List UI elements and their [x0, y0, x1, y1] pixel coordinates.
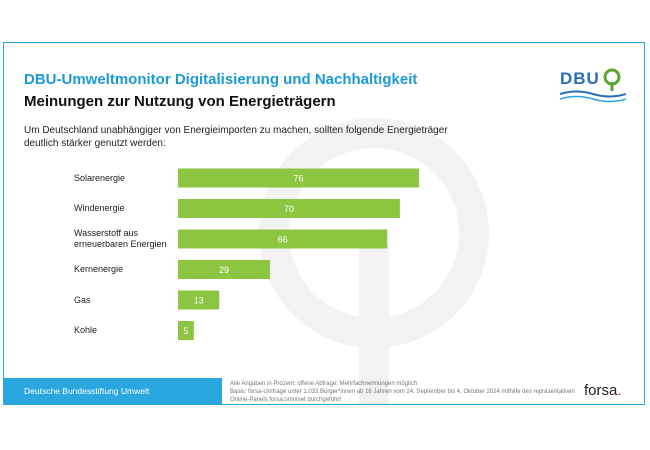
category-label: Solarenergie	[74, 173, 125, 184]
dbu-tree-icon	[560, 68, 626, 103]
footer-organization: Deutsche Bundesstiftung Umwelt	[24, 386, 150, 396]
survey-question: Um Deutschland unabhängiger von Energiei…	[24, 125, 448, 149]
bar-value-label: 29	[219, 265, 229, 275]
bar-wasserstoff-aus-erneuerbaren-energien	[178, 229, 388, 249]
forsa-logo-dot: .	[617, 382, 622, 399]
category-label: Gas	[74, 295, 91, 306]
slide-frame: DBU-Umweltmonitor Digitalisierung und Na…	[3, 42, 645, 405]
bar-chart: 76 70 66 29 13 5	[178, 168, 419, 340]
category-label: Windenergie	[74, 203, 125, 214]
forsa-logo: forsa.	[584, 382, 622, 399]
dbu-logo-text: DBU	[560, 69, 600, 88]
bar-value-label: 70	[284, 204, 294, 214]
category-label-line: Kernenergie	[74, 264, 124, 274]
bar-value-label: 66	[278, 235, 288, 245]
category-label-line: Windenergie	[74, 203, 125, 213]
footer-notes: Alle Angaben in Prozent; offene Abfrage;…	[230, 380, 575, 404]
bar-value-label: 5	[183, 326, 188, 336]
chart-title: DBU-Umweltmonitor Digitalisierung und Na…	[24, 71, 418, 88]
category-label-line: Gas	[74, 294, 91, 305]
category-label-line: Wasserstoff aus	[74, 228, 139, 238]
forsa-logo-text: forsa	[584, 382, 618, 399]
footer-note-line: Basis: forsa-Umfrage unter 1.033 Bürger*…	[230, 389, 575, 395]
footer: Deutsche Bundesstiftung Umwelt Alle Anga…	[4, 378, 644, 404]
category-label-line: erneuerbaren Energien	[74, 239, 167, 249]
bar-windenergie	[178, 199, 400, 218]
footer-band: Deutsche Bundesstiftung Umwelt	[4, 378, 222, 404]
category-label-line: Kohle	[74, 325, 98, 335]
category-label-line: Solarenergie	[74, 172, 126, 183]
category-label: Wasserstoff aus erneuerbaren Energien	[74, 228, 167, 250]
bar-kernenergie	[178, 260, 270, 279]
category-label: Kernenergie	[74, 264, 123, 275]
bar-solarenergie	[178, 168, 419, 188]
category-label: Kohle	[74, 325, 97, 336]
bar-value-label: 76	[293, 174, 303, 184]
footer-note-line: Alle Angaben in Prozent; offene Abfrage;…	[230, 381, 418, 387]
chart-subtitle: Meinungen zur Nutzung von Energieträgern	[24, 93, 336, 110]
bar-gas	[178, 290, 220, 310]
dbu-logo: DBU	[560, 67, 626, 103]
bar-value-label: 13	[194, 296, 204, 306]
footer-note-line: Online-Panels forsa.omninet durchgeführt	[230, 397, 342, 403]
bar-kohle	[178, 321, 194, 340]
